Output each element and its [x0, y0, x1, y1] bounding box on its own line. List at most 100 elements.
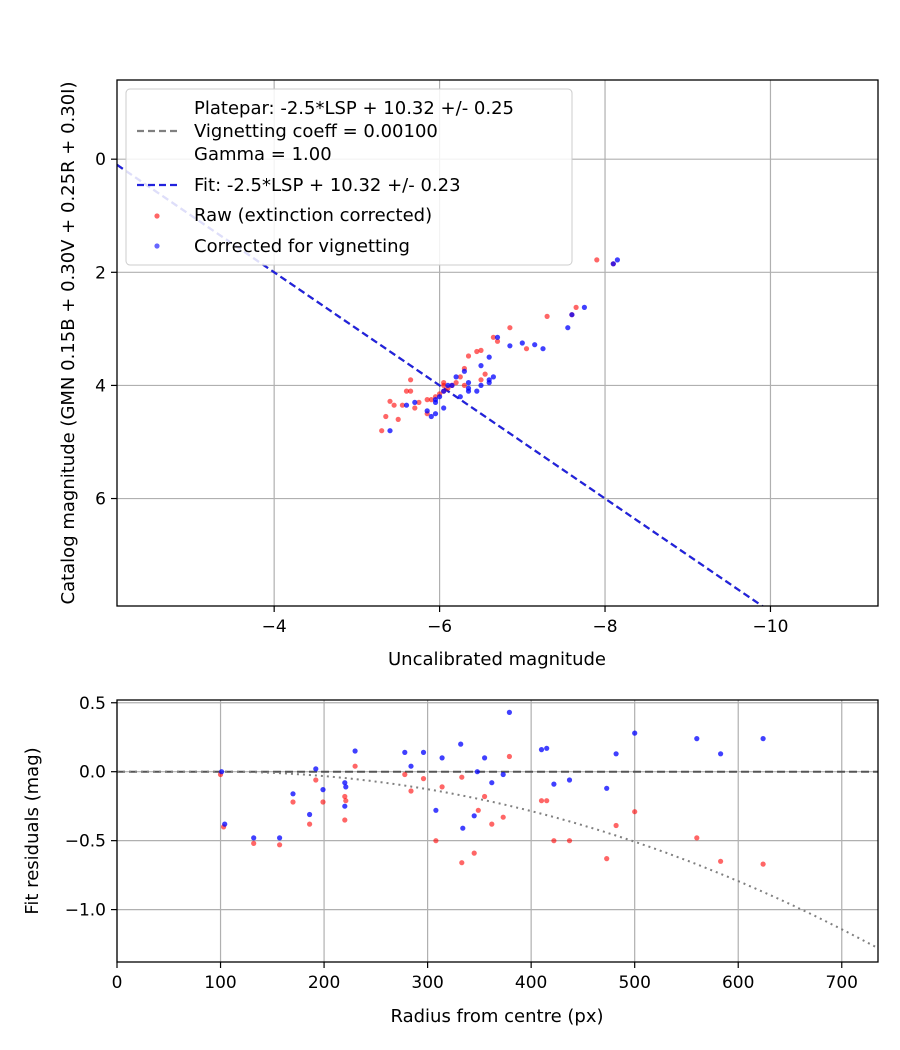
top-point-corrected	[614, 257, 621, 263]
bot-point-corrected	[506, 709, 512, 716]
residuals-chart: 0 100 200 300 400 500 600 700 0.5 0.0 −0.5 −1.0 Rad…	[22, 694, 879, 1027]
legend-raw-label: Raw (extinction corrected)	[194, 205, 432, 226]
top-point-raw	[474, 348, 480, 355]
bot-point-raw	[408, 788, 414, 794]
bot-point-corrected	[402, 749, 408, 756]
bot-point-corrected	[458, 741, 464, 747]
bot-x-tick-label: 700	[826, 973, 858, 993]
bot-point-corrected	[277, 835, 283, 841]
top-point-raw	[594, 257, 600, 263]
top-x-axis-label: Uncalibrated magnitude	[388, 649, 606, 670]
top-point-raw	[507, 325, 513, 331]
bot-point-raw	[506, 753, 512, 760]
top-point-corrected	[412, 399, 418, 405]
bot-point-raw	[489, 821, 495, 827]
bot-y-tick-label: −1.0	[65, 901, 106, 921]
bot-y-tick-label: −0.5	[65, 832, 106, 852]
bot-point-corrected	[460, 825, 466, 831]
bot-point-corrected	[718, 751, 724, 757]
top-point-corrected	[478, 363, 484, 369]
legend-fit-label: Fit: -2.5*LSP + 10.32 +/- 0.23	[194, 175, 461, 196]
top-x-tick-label: −4	[262, 617, 287, 637]
bottom-scatter-points	[217, 709, 766, 867]
top-point-raw	[494, 338, 501, 344]
bot-point-raw	[632, 809, 638, 815]
bot-point-raw	[760, 861, 766, 867]
top-point-raw	[490, 334, 496, 340]
top-point-corrected	[581, 304, 588, 310]
top-point-raw	[424, 397, 430, 403]
top-point-raw	[412, 405, 418, 411]
bot-point-corrected	[352, 748, 358, 754]
top-axis-ticks: −4 −6 −8 −10 0 2 4 6	[95, 150, 788, 637]
top-point-raw	[441, 380, 447, 386]
bot-point-corrected	[320, 787, 326, 793]
top-y-tick-label: 4	[95, 376, 106, 396]
top-point-raw	[408, 388, 414, 394]
bot-point-raw	[251, 840, 257, 847]
bot-point-raw	[551, 838, 557, 844]
bottom-plot-frame	[116, 699, 879, 963]
top-point-corrected	[441, 405, 447, 411]
top-point-corrected	[519, 340, 525, 346]
top-point-raw	[544, 313, 550, 319]
bot-point-raw	[307, 821, 313, 827]
top-point-raw	[482, 371, 488, 377]
top-scatter-points	[379, 257, 621, 434]
bot-point-corrected	[604, 785, 610, 791]
bot-x-tick-label: 100	[204, 973, 236, 993]
top-point-corrected	[478, 382, 484, 388]
top-x-tick-label: −10	[753, 617, 789, 637]
top-point-raw	[457, 374, 463, 380]
bot-point-raw	[694, 835, 700, 841]
bot-x-tick-label: 200	[308, 973, 340, 993]
top-x-tick-label: −6	[427, 617, 452, 637]
legend-platepar-line2: Vignetting coeff = 0.00100	[194, 121, 438, 142]
top-point-corrected	[449, 382, 455, 388]
top-point-corrected	[437, 394, 443, 400]
top-point-raw	[428, 397, 434, 403]
top-point-corrected	[457, 394, 463, 400]
bot-point-corrected	[632, 730, 638, 736]
top-point-raw	[408, 377, 414, 383]
bot-point-corrected	[343, 784, 349, 790]
bot-point-raw	[290, 799, 296, 805]
bot-point-raw	[475, 807, 481, 813]
top-point-raw	[478, 377, 484, 383]
bot-point-corrected	[222, 821, 228, 827]
bot-point-corrected	[219, 769, 225, 775]
top-point-corrected	[453, 374, 459, 380]
bot-point-raw	[343, 798, 349, 804]
top-point-raw	[453, 380, 459, 386]
bot-point-raw	[433, 838, 439, 844]
bot-point-corrected	[489, 780, 495, 786]
top-point-corrected	[445, 382, 451, 388]
bot-point-raw	[342, 817, 348, 823]
top-point-corrected	[424, 408, 430, 414]
bot-point-raw	[459, 774, 465, 780]
top-point-raw	[478, 347, 484, 353]
bot-point-raw	[459, 860, 465, 866]
top-point-corrected	[532, 342, 538, 348]
top-point-corrected	[441, 388, 447, 394]
top-point-raw	[523, 346, 530, 352]
top-point-corrected	[465, 380, 472, 386]
bottom-reference-lines	[117, 770, 878, 950]
legend-corrected-marker	[154, 243, 160, 249]
bottom-axis-ticks: 0 100 200 300 400 500 600 700 0.5 0.0 −0.5 −1.0	[65, 694, 858, 993]
top-point-raw	[573, 304, 579, 310]
top-point-corrected	[565, 325, 571, 331]
bot-point-raw	[613, 822, 619, 829]
bot-point-corrected	[551, 781, 557, 787]
legend-raw-marker	[154, 213, 160, 219]
bot-point-corrected	[471, 813, 477, 819]
bot-point-raw	[471, 850, 477, 856]
legend-platepar-line1: Platepar: -2.5*LSP + 10.32 +/- 0.25	[194, 98, 514, 119]
bot-x-tick-label: 300	[411, 973, 443, 993]
bot-point-raw	[313, 777, 319, 783]
bot-line-vignetting-model	[117, 770, 878, 950]
bot-point-corrected	[342, 780, 348, 786]
bottom-y-axis-label: Fit residuals (mag)	[22, 747, 43, 914]
top-point-corrected	[494, 334, 501, 340]
